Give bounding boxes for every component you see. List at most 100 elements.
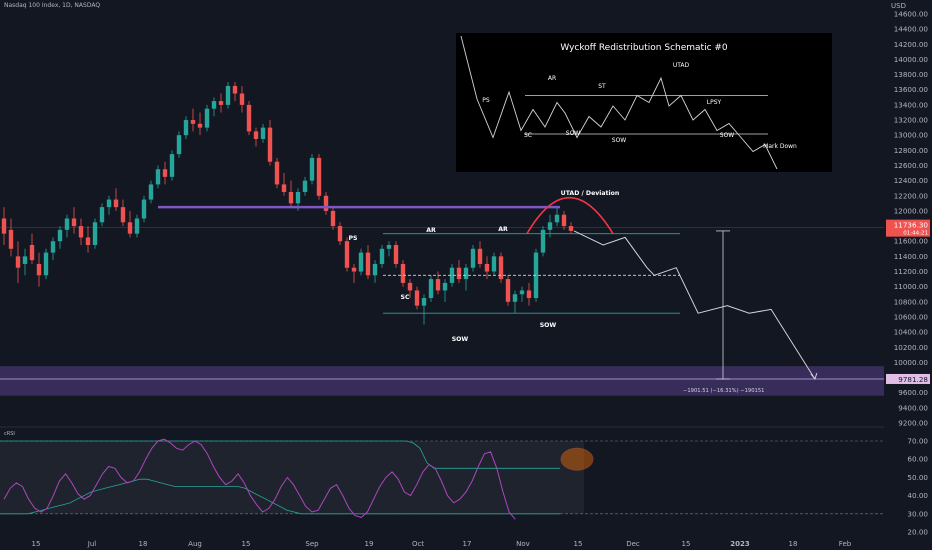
candle-body [568, 226, 574, 231]
candle-body [36, 263, 42, 276]
candle-body [449, 267, 455, 283]
candle-body [15, 256, 21, 268]
y-tick-label: 10600.00 [894, 312, 929, 321]
candle-body [442, 282, 448, 291]
candle-body [43, 252, 49, 276]
y-tick-label: 9400.00 [898, 403, 928, 412]
utad-arc [526, 196, 614, 235]
candle-body [22, 256, 28, 264]
candle-body [337, 226, 343, 242]
candle-body [8, 229, 14, 249]
candle-body [211, 101, 217, 109]
x-tick-label: 18 [789, 540, 798, 548]
candle-body [526, 290, 532, 299]
y-tick-label: 12000.00 [894, 206, 929, 215]
candle-body [302, 180, 308, 192]
rsi-highlight [560, 447, 594, 471]
wyckoff-label: SOW [612, 137, 627, 144]
wyckoff-label: SC [524, 132, 532, 139]
rsi-y-tick-label: 60.00 [907, 455, 928, 464]
candle-body [547, 222, 553, 230]
x-tick-label: 2023 [730, 540, 750, 548]
candle-body [309, 157, 315, 181]
candle-body [239, 93, 245, 105]
candle-body [225, 85, 231, 105]
y-tick-label: 9200.00 [898, 419, 928, 428]
currency-label: USD [891, 2, 906, 10]
candle-body [232, 85, 238, 94]
wyckoff-label: ST [598, 83, 606, 90]
target-price-box [886, 373, 930, 384]
pattern-label: AR [426, 227, 436, 234]
y-tick-label: 10000.00 [894, 358, 929, 367]
wyckoff-label: Mark Down [763, 143, 797, 150]
wyckoff-label: SOW [720, 132, 735, 139]
measure-label: −1901.51 (−16.31%) −190151 [683, 388, 764, 394]
projection-arrowhead [810, 372, 818, 381]
x-tick-label: Aug [188, 540, 202, 548]
x-tick-label: 18 [139, 540, 148, 548]
y-tick-label: 10400.00 [894, 328, 929, 337]
wyckoff-label: LPSY [707, 99, 722, 106]
pattern-label: UTAD / Deviation [561, 190, 620, 197]
candle-body [498, 256, 504, 280]
candle-body [64, 218, 70, 230]
candle-body [57, 229, 63, 242]
candle-body [1, 218, 7, 234]
candle-body [351, 267, 357, 272]
y-tick-label: 12800.00 [894, 146, 929, 155]
candle-body [288, 191, 294, 204]
candle-body [71, 218, 77, 227]
candle-body [316, 157, 322, 196]
candle-body [246, 104, 252, 132]
wyckoff-title: Wyckoff Redistribution Schematic #0 [560, 43, 728, 53]
rsi-band-bg [0, 441, 584, 514]
x-tick-label: Dec [626, 540, 640, 548]
candle-body [176, 135, 182, 155]
candle-body [85, 237, 91, 246]
candle-body [141, 199, 147, 219]
y-tick-label: 13600.00 [894, 85, 929, 94]
candle-body [414, 290, 420, 306]
candle-body [50, 241, 56, 253]
rsi-y-tick-label: 30.00 [907, 509, 928, 518]
candle-body [274, 161, 280, 185]
candle-body [260, 127, 266, 139]
x-tick-label: Sep [305, 540, 319, 548]
x-tick-label: 19 [365, 540, 374, 548]
wyckoff-path [460, 35, 778, 170]
y-tick-label: 11200.00 [894, 267, 929, 276]
candle-body [435, 279, 441, 291]
y-tick-label: 14600.00 [894, 10, 929, 19]
candle-body [148, 184, 154, 200]
y-tick-label: 11400.00 [894, 252, 929, 261]
candle-body [358, 252, 364, 272]
candle-body [561, 214, 567, 227]
pattern-label: PS [349, 235, 358, 242]
candle-body [372, 263, 378, 276]
y-tick-label: 12600.00 [894, 161, 929, 170]
candle-body [113, 199, 119, 208]
y-tick-label: 12400.00 [894, 176, 929, 185]
candle-body [470, 248, 476, 268]
pattern-label: SOW [452, 336, 469, 343]
x-tick-label: 15 [242, 540, 251, 548]
candle-body [183, 120, 189, 136]
candle-body [330, 210, 336, 227]
y-tick-label: 14400.00 [894, 25, 929, 34]
rsi-y-tick-label: 70.00 [907, 437, 928, 446]
wyckoff-inset [456, 33, 832, 172]
candle-body [393, 245, 399, 264]
last-price-box [886, 219, 930, 237]
y-tick-label: 11600.00 [894, 237, 929, 246]
y-tick-label: 9600.00 [898, 388, 928, 397]
y-tick-label: 13400.00 [894, 100, 929, 109]
y-tick-label: 13800.00 [894, 70, 929, 79]
candle-body [29, 245, 35, 261]
y-tick-label: 13000.00 [894, 131, 929, 140]
rsi-lower-band [0, 478, 560, 515]
x-tick-label: 17 [463, 540, 472, 548]
candle-body [421, 298, 427, 306]
candle-body [505, 279, 511, 302]
